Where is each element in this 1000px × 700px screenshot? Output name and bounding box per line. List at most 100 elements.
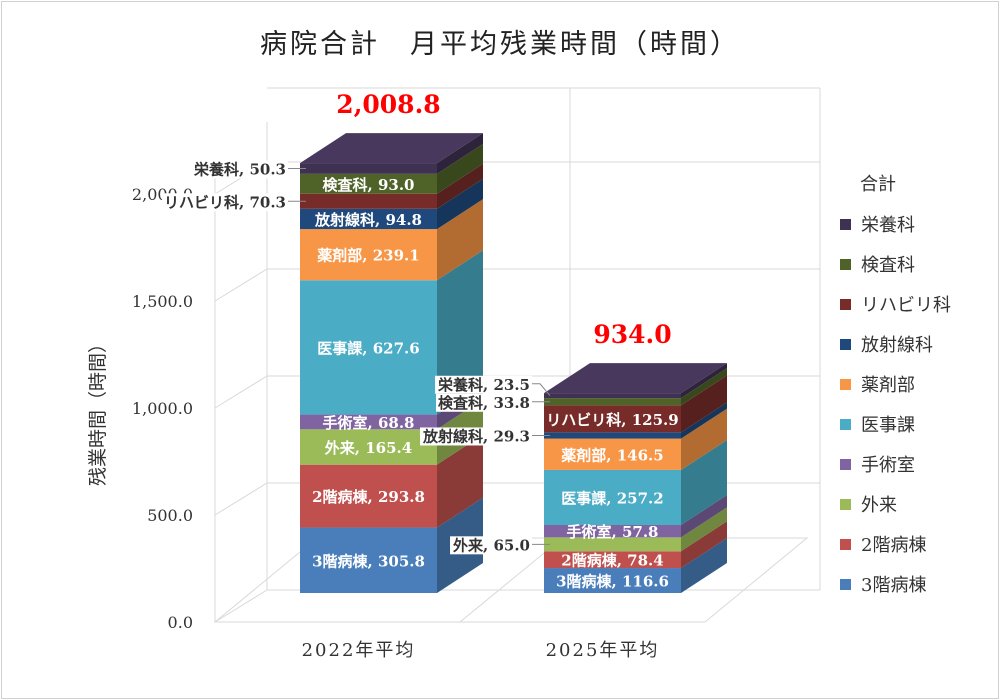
data-label: 2階病棟, 78.4: [561, 552, 663, 570]
bar-segment: [544, 568, 681, 593]
data-label: 外来, 65.0: [452, 536, 530, 554]
bar-segment: [300, 464, 437, 528]
bar-segment: [300, 163, 437, 174]
legend-label: 栄養科: [861, 215, 915, 236]
data-label: 医事課, 627.6: [317, 339, 419, 357]
x-tick-label: 2025年平均: [546, 640, 660, 661]
data-label: 栄養科, 23.5: [437, 376, 530, 394]
bar-top: [544, 363, 727, 394]
legend-swatch: [840, 458, 851, 470]
gridline: [214, 589, 820, 623]
legend-item: 2階病棟: [840, 524, 951, 564]
legend-label: 手術室: [861, 455, 915, 476]
bar-side: [437, 133, 483, 174]
data-label-backing: [436, 393, 532, 412]
data-label-backing: [435, 375, 532, 394]
legend-item: 3階病棟: [840, 564, 951, 604]
y-tick-label: 1,000.0: [132, 399, 193, 418]
legend-item: 栄養科: [840, 204, 951, 244]
bar-side: [681, 494, 727, 538]
legend-label: リハビリ科: [861, 295, 951, 316]
legend-item: 手術室: [840, 444, 951, 484]
bar-segment: [544, 469, 681, 525]
data-label-backing: [420, 427, 532, 446]
bar-side: [681, 375, 727, 433]
legend-label: 2階病棟: [861, 535, 927, 556]
bar-segment: [300, 173, 437, 194]
bar-side: [681, 408, 727, 470]
data-label-backing: [162, 193, 288, 212]
data-label-leader: [532, 383, 551, 396]
bar-side: [681, 521, 727, 569]
legend-swatch: [840, 298, 851, 310]
bar-segment: [544, 405, 681, 433]
bar-side: [437, 434, 483, 528]
legend-swatch: [840, 378, 851, 390]
bar-side: [437, 199, 483, 281]
bar-segment: [544, 551, 681, 569]
bar-segment: [300, 429, 437, 465]
x-tick-label: 2022年平均: [302, 640, 416, 661]
data-label: 3階病棟, 305.8: [312, 552, 425, 570]
bar-segment: [300, 280, 437, 415]
legend-label: 薬剤部: [861, 375, 915, 396]
legend-swatch: [840, 578, 851, 590]
data-label: 検査科, 33.8: [438, 394, 530, 412]
legend-swatch: [840, 338, 851, 350]
bar-segment: [544, 398, 681, 406]
y-tick-label: 0.0: [168, 613, 193, 632]
bar-side: [437, 250, 483, 415]
legend-swatch: [840, 258, 851, 270]
bar-side: [437, 178, 483, 230]
data-label: 放射線科, 29.3: [422, 427, 530, 445]
data-label: 手術室, 57.8: [567, 523, 659, 541]
bar-top: [300, 133, 483, 164]
bar-segment: [300, 208, 437, 230]
bar-side: [437, 143, 483, 194]
bar-side: [681, 363, 727, 399]
data-label: 3階病棟, 116.6: [556, 573, 669, 591]
legend-swatch: [840, 498, 851, 510]
floor: [213, 537, 809, 623]
y-axis-label: 残業時間（時間）: [87, 334, 109, 486]
data-label-backing: [450, 536, 532, 555]
bar-side: [681, 507, 727, 552]
bar-segment: [544, 537, 681, 552]
legend-item: リハビリ科: [840, 284, 951, 324]
legend-title: 合計: [860, 174, 896, 195]
data-label: 薬剤部, 239.1: [316, 247, 419, 265]
bar-side: [681, 402, 727, 439]
y-tick-label: 1,500.0: [132, 292, 193, 311]
data-label: 外来, 165.4: [324, 439, 412, 457]
chart-title: 病院合計 月平均残業時間（時間）: [260, 29, 740, 60]
data-label: 検査科, 93.0: [323, 176, 415, 194]
data-label: 薬剤部, 146.5: [560, 446, 663, 464]
bar-side: [437, 163, 483, 209]
data-label: リハビリ科, 125.9: [546, 411, 678, 429]
bar-segment: [300, 229, 437, 281]
floor-divider: [459, 539, 561, 623]
data-label: 医事課, 257.2: [561, 489, 663, 507]
legend-swatch: [840, 418, 851, 430]
bar-segment: [544, 432, 681, 439]
bar-segment: [300, 193, 437, 209]
bar-segment: [544, 393, 681, 399]
bar-side: [681, 368, 727, 406]
legend-item: 外来: [840, 484, 951, 524]
bar-segment: [300, 414, 437, 430]
legend-label: 検査科: [861, 255, 915, 276]
bar-side: [681, 439, 727, 525]
legend-item: 検査科: [840, 244, 951, 284]
y-tick-label: 500.0: [147, 506, 193, 525]
bar-segment: [300, 527, 437, 593]
data-label-backing: [191, 160, 288, 179]
legend: 合計 栄養科 検査科 リハビリ科 放射線科 薬剤部 医事課 手術室 外来 2階病棟 3階病棟: [840, 170, 951, 604]
total-label: 2,008.8: [336, 90, 440, 119]
data-label: 栄養科, 50.3: [193, 160, 286, 178]
legend-label: 医事課: [861, 415, 915, 436]
legend-item: 薬剤部: [840, 364, 951, 404]
data-label: 2階病棟, 293.8: [312, 488, 425, 506]
legend-label: 外来: [861, 495, 897, 516]
